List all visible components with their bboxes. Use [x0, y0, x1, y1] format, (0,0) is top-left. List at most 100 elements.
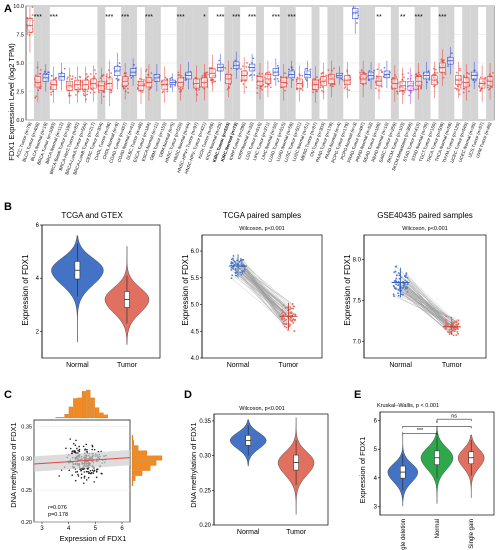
c-point	[78, 448, 81, 451]
b2-normal-point	[234, 274, 237, 277]
c-ytick-label: 0.25	[21, 488, 32, 494]
a-point	[43, 70, 46, 73]
a-point	[26, 33, 29, 36]
a-point	[102, 74, 105, 76]
a-box	[34, 76, 42, 88]
a-point	[74, 76, 77, 79]
d-ytick-label: 0.25	[199, 488, 211, 494]
c-point	[77, 452, 79, 454]
b3-pair-line	[401, 294, 455, 327]
a-point	[110, 72, 113, 75]
a-point	[206, 71, 209, 74]
a-point	[94, 72, 97, 75]
a-point	[320, 72, 323, 75]
a-point	[102, 95, 105, 98]
b2-tumor-point	[281, 318, 283, 321]
c-point	[73, 450, 76, 452]
b3-tumor-point	[453, 330, 456, 332]
a-point	[444, 73, 447, 76]
a-point	[71, 75, 74, 78]
a-point	[264, 85, 267, 88]
c-scatter-chart: 0.20 0.25 0.30 0.35 3 4 5 6	[21, 389, 163, 532]
a-point	[164, 76, 167, 79]
a-point	[396, 92, 399, 95]
a-point	[261, 88, 264, 91]
a-point	[240, 68, 242, 70]
a-sig-label: ***	[105, 14, 113, 21]
b2-tumor-point	[289, 323, 292, 326]
a-point	[455, 71, 458, 74]
a-point	[491, 86, 494, 89]
c-point	[80, 469, 82, 472]
a-point	[381, 71, 383, 74]
b2-normal-point	[231, 262, 234, 265]
a-sig-label: ***	[145, 14, 153, 21]
a-point	[395, 76, 397, 78]
a-point	[468, 72, 470, 75]
a-point	[245, 66, 248, 68]
b2-normal-point	[240, 273, 243, 276]
b3-normal-point	[404, 287, 407, 290]
c-xtick-label: 3	[40, 526, 44, 532]
c-point	[65, 447, 67, 450]
c-point	[74, 444, 77, 447]
a-ytick-label: 0.0	[16, 118, 24, 124]
a-point	[383, 66, 386, 69]
a-point	[37, 89, 40, 92]
a-point	[261, 72, 264, 75]
a-point	[43, 72, 46, 75]
b2-ylabel: Expression of FDX1	[181, 254, 190, 326]
b3-normal-point	[406, 280, 408, 283]
a-point	[447, 65, 449, 68]
a-point	[177, 71, 180, 74]
c-point	[87, 470, 89, 473]
b3-normal-point	[406, 283, 409, 286]
a-point	[459, 69, 461, 72]
c-right-histogram-bar	[131, 455, 163, 461]
b2-x-label: Tumor	[278, 362, 299, 369]
a-point	[203, 87, 206, 90]
c-point	[72, 442, 75, 445]
c-top-histogram-bar	[90, 397, 95, 419]
a-point	[150, 72, 153, 75]
b2-pair-line	[235, 272, 292, 317]
a-point	[319, 86, 322, 89]
a-point	[488, 88, 490, 91]
a-point	[361, 71, 363, 74]
b3-ylabel: Expression of FDX1	[343, 254, 352, 326]
a-point	[440, 58, 443, 61]
c-point	[93, 448, 96, 451]
c-point	[77, 473, 79, 476]
a-point	[301, 89, 304, 92]
panel-label-d: D	[184, 389, 192, 401]
d-x-label: Tumor	[286, 529, 307, 536]
a-point	[82, 92, 85, 95]
c-point	[84, 448, 87, 450]
c-ytick-label: 0.20	[21, 520, 32, 526]
a-point	[287, 68, 290, 71]
a-point	[359, 71, 361, 74]
b2-tumor-point	[291, 320, 294, 322]
b2-tumor-point	[290, 307, 293, 310]
a-point	[304, 68, 307, 70]
a-point	[256, 74, 259, 77]
a-point	[94, 69, 96, 71]
a-point	[145, 70, 147, 73]
a-point	[380, 85, 383, 88]
b2-tumor-point	[293, 330, 296, 332]
a-point	[210, 78, 213, 81]
panel-label-a: A	[4, 3, 12, 15]
c-right-histogram-bar	[131, 476, 136, 481]
b2-normal-point	[240, 260, 243, 262]
a-sig-label: ***	[34, 14, 42, 21]
a-band	[97, 6, 106, 120]
a-point	[140, 78, 143, 81]
a-point	[375, 87, 377, 90]
a-point	[296, 76, 299, 79]
c-xtick-label: 5	[94, 526, 98, 532]
b3-normal-point	[397, 292, 400, 295]
c-point	[70, 452, 73, 455]
e-ytick-label: 4	[374, 476, 378, 482]
b3-pair-line	[407, 284, 454, 326]
a-point	[314, 77, 317, 80]
